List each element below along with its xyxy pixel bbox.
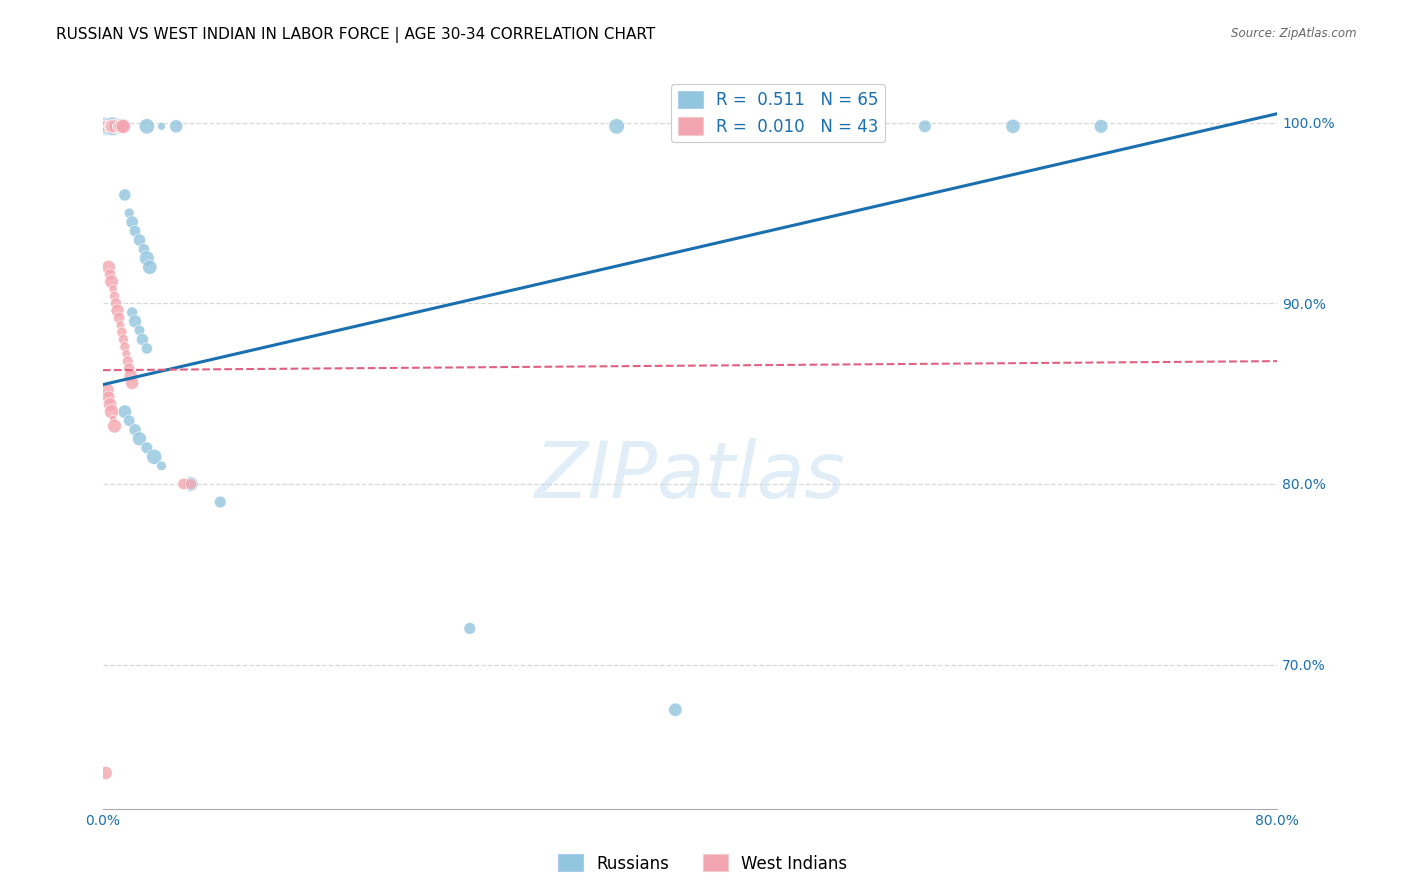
Point — [97, 120, 120, 134]
Point — [118, 414, 141, 428]
Point — [110, 120, 132, 134]
Point — [135, 120, 157, 134]
Point — [135, 342, 157, 356]
Point — [100, 120, 122, 134]
Point — [115, 347, 138, 361]
Point — [664, 703, 686, 717]
Point — [97, 120, 120, 134]
Point — [111, 120, 134, 134]
Point — [114, 340, 136, 354]
Legend: Russians, West Indians: Russians, West Indians — [551, 847, 855, 880]
Point — [107, 120, 129, 134]
Point — [98, 120, 121, 134]
Point — [103, 120, 125, 134]
Point — [914, 120, 936, 134]
Point — [112, 120, 135, 134]
Point — [100, 120, 122, 134]
Point — [165, 120, 187, 134]
Point — [114, 405, 136, 419]
Point — [105, 120, 128, 134]
Point — [118, 206, 141, 220]
Point — [124, 423, 146, 437]
Point — [93, 120, 115, 134]
Point — [143, 450, 166, 464]
Point — [108, 120, 131, 134]
Point — [209, 495, 232, 509]
Point — [120, 368, 142, 383]
Point — [121, 215, 143, 229]
Point — [132, 242, 155, 256]
Point — [180, 477, 202, 491]
Point — [108, 120, 131, 134]
Point — [128, 323, 150, 337]
Point — [100, 405, 122, 419]
Point — [150, 458, 173, 473]
Legend: R =  0.511   N = 65, R =  0.010   N = 43: R = 0.511 N = 65, R = 0.010 N = 43 — [671, 84, 886, 142]
Point — [841, 120, 863, 134]
Point — [105, 296, 128, 310]
Point — [458, 622, 481, 636]
Point — [121, 305, 143, 319]
Point — [723, 120, 745, 134]
Point — [101, 120, 124, 134]
Point — [103, 289, 125, 303]
Point — [124, 314, 146, 328]
Point — [180, 477, 202, 491]
Point — [111, 120, 134, 134]
Point — [101, 412, 124, 426]
Text: RUSSIAN VS WEST INDIAN IN LABOR FORCE | AGE 30-34 CORRELATION CHART: RUSSIAN VS WEST INDIAN IN LABOR FORCE | … — [56, 27, 655, 43]
Point — [105, 120, 128, 134]
Point — [96, 120, 118, 134]
Point — [97, 390, 120, 404]
Point — [100, 275, 122, 289]
Text: Source: ZipAtlas.com: Source: ZipAtlas.com — [1232, 27, 1357, 40]
Point — [121, 376, 143, 390]
Text: ZIPatlas: ZIPatlas — [534, 438, 845, 514]
Point — [98, 397, 121, 411]
Point — [101, 282, 124, 296]
Point — [131, 333, 153, 347]
Point — [96, 383, 118, 397]
Point — [108, 310, 131, 325]
Point — [114, 188, 136, 202]
Point — [107, 120, 129, 134]
Point — [110, 120, 132, 134]
Point — [796, 120, 818, 134]
Point — [101, 120, 124, 134]
Point — [98, 120, 121, 134]
Point — [124, 224, 146, 238]
Point — [139, 260, 162, 275]
Point — [128, 432, 150, 446]
Point — [101, 120, 124, 134]
Point — [766, 120, 789, 134]
Point — [107, 120, 129, 134]
Point — [96, 120, 118, 134]
Point — [1090, 120, 1112, 134]
Point — [1001, 120, 1024, 134]
Point — [98, 268, 121, 282]
Point — [107, 303, 129, 318]
Point — [111, 325, 134, 339]
Point — [173, 477, 195, 491]
Point — [98, 120, 121, 134]
Point — [118, 361, 141, 376]
Point — [94, 766, 117, 780]
Point — [97, 260, 120, 275]
Point — [93, 120, 115, 134]
Point — [100, 120, 122, 134]
Point — [112, 333, 135, 347]
Point — [135, 251, 157, 265]
Point — [103, 120, 125, 134]
Point — [135, 441, 157, 455]
Point — [150, 120, 173, 134]
Point — [606, 120, 628, 134]
Point — [94, 120, 117, 134]
Point — [117, 354, 139, 368]
Point — [94, 120, 117, 134]
Point — [128, 233, 150, 247]
Point — [103, 419, 125, 434]
Point — [98, 120, 121, 134]
Point — [112, 120, 135, 134]
Point — [110, 318, 132, 332]
